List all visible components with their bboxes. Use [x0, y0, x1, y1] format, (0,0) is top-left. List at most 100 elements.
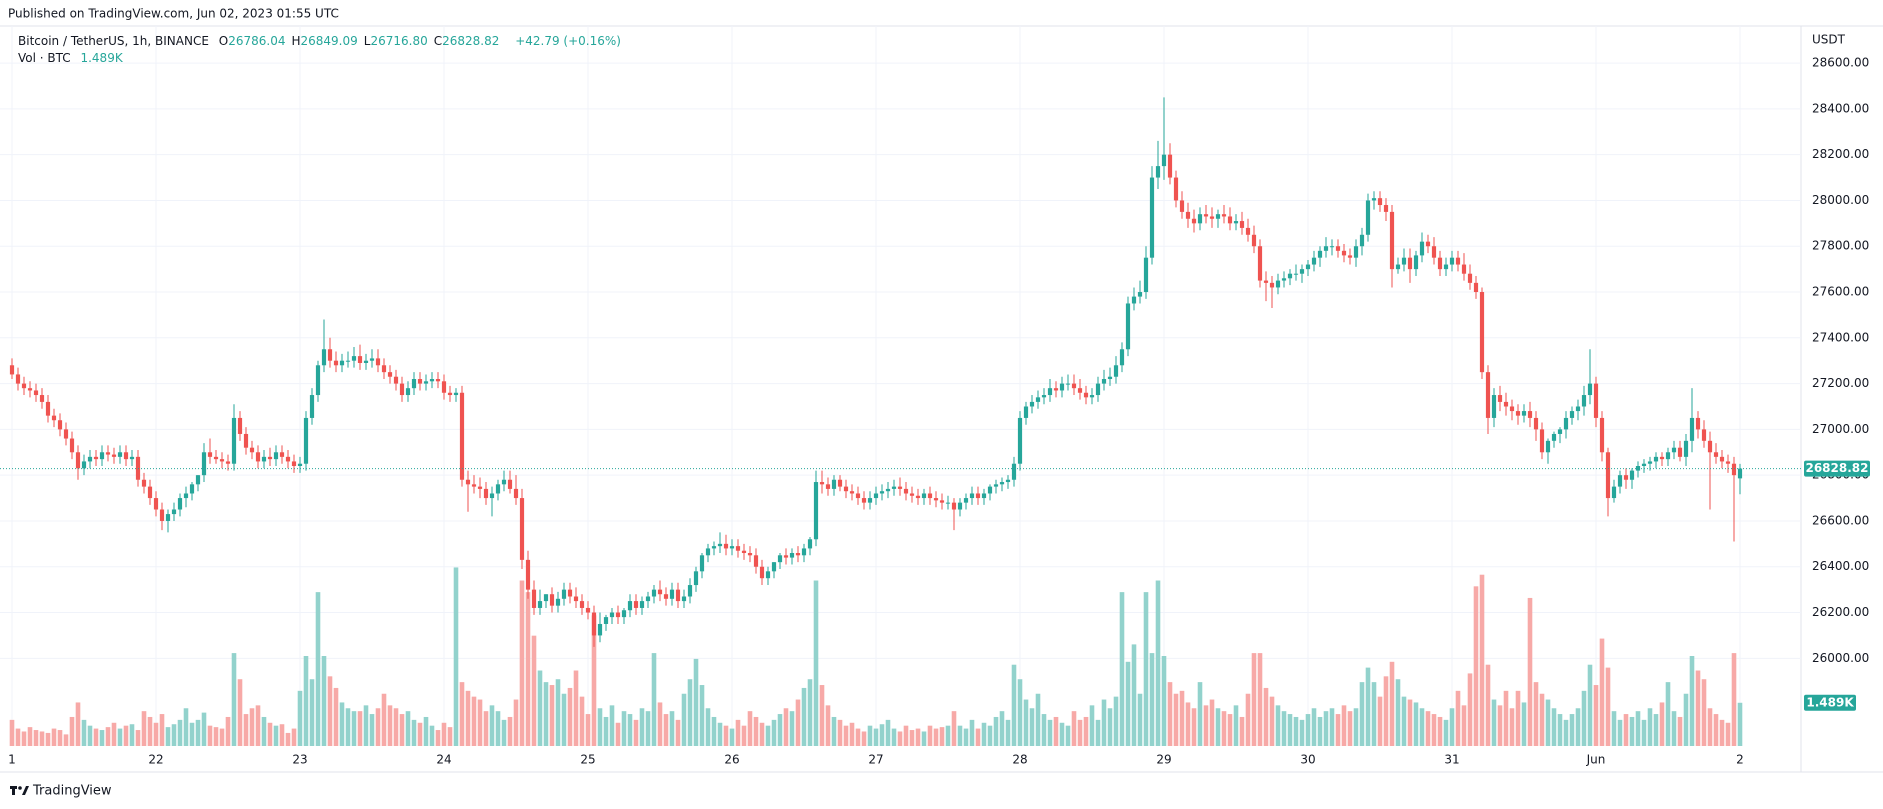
- symbol: Bitcoin / TetherUS, 1h, BINANCE: [18, 34, 209, 48]
- candle-body: [1233, 221, 1239, 224]
- volume-bar: [201, 712, 207, 746]
- volume-bar: [1173, 693, 1179, 746]
- x-tick-label: 22: [148, 753, 163, 767]
- candle-body: [921, 493, 927, 499]
- candle-body: [939, 500, 945, 503]
- candle-body: [747, 553, 753, 556]
- candle-body: [1713, 452, 1719, 457]
- volume-bar: [273, 725, 279, 746]
- volume-bar: [1425, 711, 1431, 746]
- volume-bar: [1329, 708, 1335, 746]
- candle-body: [1737, 468, 1743, 479]
- candle-body: [1497, 395, 1503, 402]
- y-tick-label: 27600.00: [1812, 285, 1869, 299]
- candle-body: [669, 589, 675, 599]
- volume-bar: [99, 730, 105, 746]
- volume-bar: [39, 731, 45, 746]
- volume-value: 1.489K: [80, 51, 123, 65]
- logo-text: TradingView: [32, 784, 112, 799]
- volume-bar: [1509, 708, 1515, 746]
- candle-body: [201, 452, 207, 476]
- candle-body: [909, 493, 915, 496]
- candle-body: [573, 596, 579, 602]
- candle-body: [1659, 456, 1665, 460]
- volume-bar: [615, 722, 621, 746]
- candle-body: [1539, 429, 1545, 453]
- volume-bar: [579, 696, 585, 746]
- candle-body: [1251, 234, 1257, 247]
- candle-body: [1377, 198, 1383, 206]
- x-tick-label: 27: [868, 753, 883, 767]
- volume-bar: [327, 676, 333, 746]
- candle-body: [1575, 406, 1581, 412]
- candle-body: [1647, 461, 1653, 464]
- candle-body: [819, 482, 825, 485]
- volume-bar: [219, 728, 225, 746]
- volume-bar: [1215, 708, 1221, 746]
- volume-bar: [1593, 685, 1599, 746]
- candle-body: [1083, 392, 1089, 398]
- candle-body: [303, 417, 309, 464]
- candle-body: [15, 374, 21, 384]
- volume-bar: [1317, 716, 1323, 746]
- volume-bar: [1515, 690, 1521, 746]
- candle-body: [357, 356, 363, 363]
- volume-bar: [1617, 719, 1623, 746]
- candle-body: [723, 543, 729, 549]
- candle-body: [1413, 255, 1419, 270]
- y-tick-label: 28000.00: [1812, 193, 1869, 207]
- candle-body: [1641, 463, 1647, 467]
- candle-body: [1095, 383, 1101, 396]
- volume-bar: [729, 728, 735, 746]
- candle-body: [75, 452, 81, 469]
- candle-body: [1041, 395, 1047, 398]
- volume-bar: [837, 719, 843, 746]
- volume-bar: [993, 716, 999, 746]
- volume-bar: [951, 711, 957, 746]
- volume-bar: [645, 711, 651, 746]
- candle-body: [969, 493, 975, 499]
- volume-bar: [1137, 693, 1143, 746]
- candle-body: [1281, 278, 1287, 281]
- volume-tag: [1804, 694, 1856, 711]
- candle-body: [1563, 417, 1569, 430]
- ohlc: O26786.04 H26849.09 L26716.80 C26828.82: [219, 34, 506, 48]
- volume-bar: [9, 719, 15, 746]
- volume-bar: [63, 734, 69, 746]
- volume-bar: [1029, 708, 1035, 746]
- candle-body: [111, 454, 117, 457]
- candle-body: [1131, 296, 1137, 304]
- volume-bar: [1389, 661, 1395, 746]
- ohlc-label: H: [291, 34, 301, 48]
- candle-body: [1227, 216, 1233, 224]
- volume-bar: [537, 670, 543, 746]
- volume-bar: [1269, 696, 1275, 746]
- candle-body: [1047, 388, 1053, 396]
- candle-body: [63, 429, 69, 439]
- candle-body: [537, 601, 543, 608]
- candle-body: [249, 447, 255, 453]
- candle-body: [279, 452, 285, 457]
- volume-bar: [453, 567, 459, 746]
- volume-bar: [369, 714, 375, 746]
- candle-body: [1605, 452, 1611, 499]
- candle-body: [813, 482, 819, 540]
- volume-bar: [255, 705, 261, 746]
- candle-body: [39, 395, 45, 402]
- candle-body: [585, 607, 591, 613]
- y-axis-label: USDT: [1812, 33, 1846, 47]
- candle-body: [753, 555, 759, 567]
- volume-bar: [411, 719, 417, 746]
- volume-bar: [843, 725, 849, 746]
- volume-bar: [1467, 673, 1473, 746]
- y-tick-label: 28400.00: [1812, 101, 1869, 115]
- x-tick-label: 24: [436, 753, 451, 767]
- candle-body: [1191, 218, 1197, 224]
- candle-body: [453, 392, 459, 396]
- volume-bar: [987, 725, 993, 746]
- volume-bar: [927, 725, 933, 746]
- candle-body: [117, 452, 123, 457]
- volume-bar: [1281, 711, 1287, 746]
- volume-bar: [939, 727, 945, 746]
- volume-bar: [1455, 690, 1461, 746]
